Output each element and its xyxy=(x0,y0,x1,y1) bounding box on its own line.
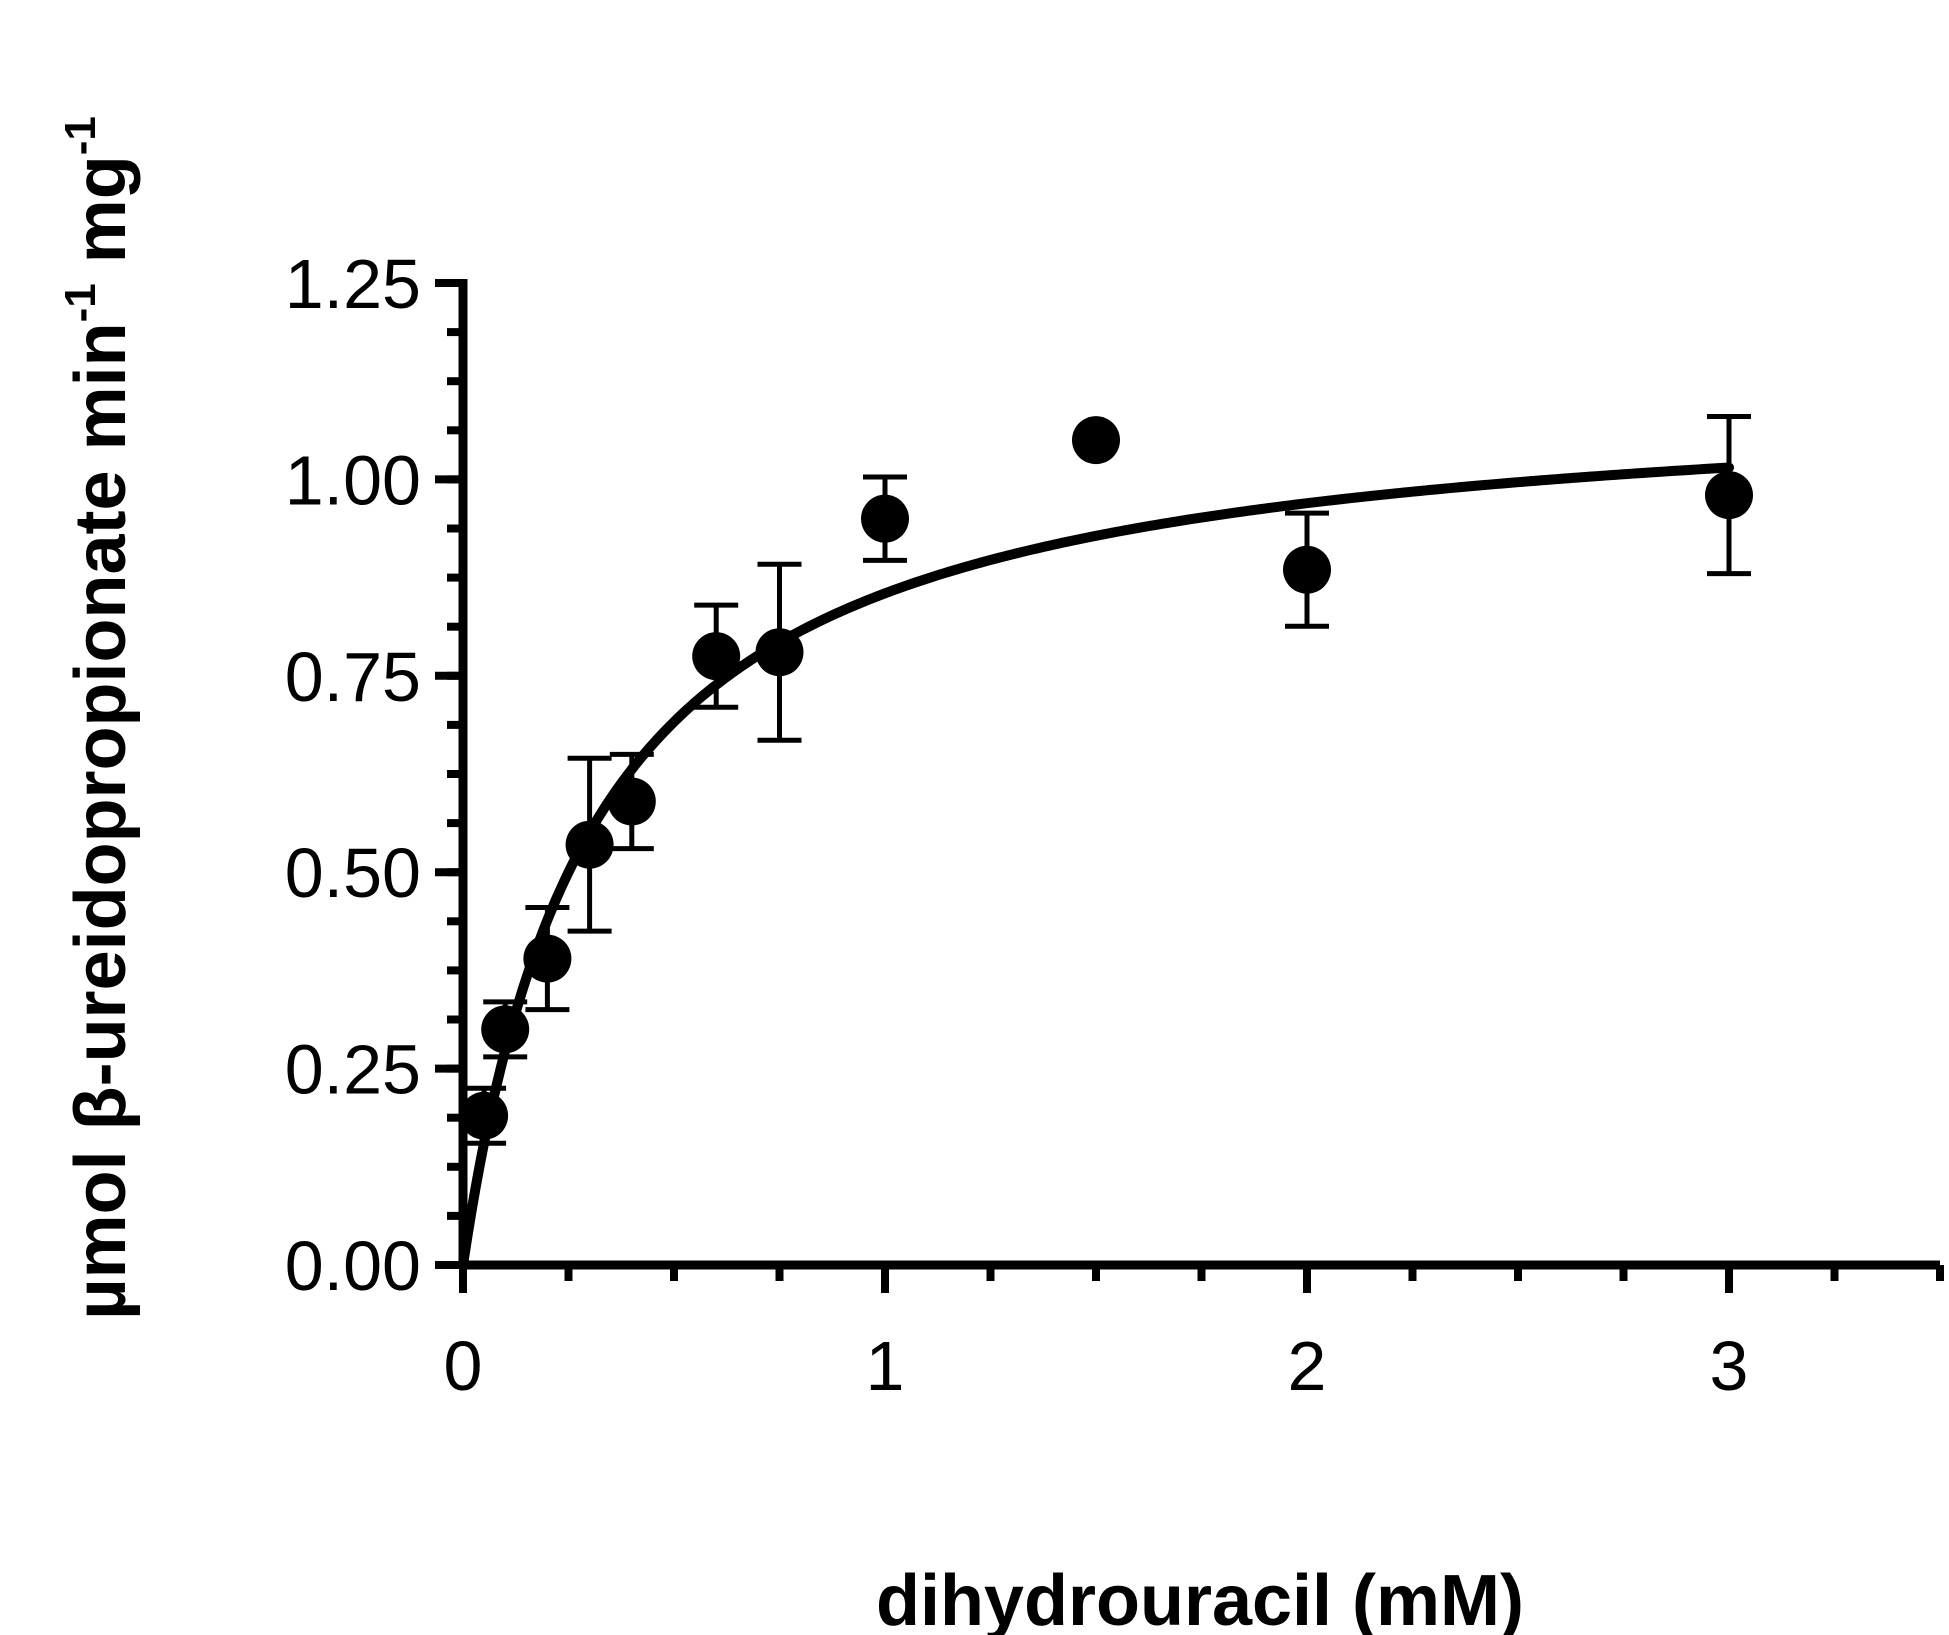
error-bars-layer xyxy=(462,414,1751,1146)
fit-curve xyxy=(458,462,1734,1270)
y-tick-label: 0.50 xyxy=(285,834,421,912)
data-point xyxy=(1072,416,1120,465)
data-points-layer xyxy=(460,416,1753,1140)
x-tick-label: 1 xyxy=(866,1327,905,1405)
y-tick-label: 0.75 xyxy=(285,638,421,716)
y-tick-label: 0.00 xyxy=(285,1227,421,1305)
y-axis-title: µmol β-ureidopropionate min-1 mg-1 xyxy=(56,116,141,1320)
y-axis-title-exp2: -1 xyxy=(56,116,105,155)
data-point xyxy=(460,1091,509,1140)
y-axis: 0.00 0.25 0.50 0.75 1.00 1.25 xyxy=(285,245,468,1305)
data-point xyxy=(523,934,572,983)
data-point xyxy=(1283,545,1331,594)
y-axis-title-main: µmol β-ureidopropionate min xyxy=(61,322,141,1319)
y-axis-title-unit2: mg xyxy=(61,155,141,283)
y-axis-title-exp1: -1 xyxy=(56,283,105,322)
x-axis: 0 1 2 3 xyxy=(444,1260,1944,1405)
x-tick-label: 0 xyxy=(444,1327,483,1405)
data-point xyxy=(755,628,804,677)
data-point xyxy=(1705,471,1753,520)
y-tick-label: 1.25 xyxy=(285,245,421,323)
y-tick-label: 0.25 xyxy=(285,1031,421,1109)
data-point xyxy=(861,494,909,543)
x-tick-label: 2 xyxy=(1288,1327,1327,1405)
data-point xyxy=(692,632,741,681)
fit-curve-layer xyxy=(458,462,1734,1270)
data-point xyxy=(481,1005,530,1054)
data-point xyxy=(607,777,656,826)
data-point xyxy=(565,820,614,869)
x-axis-title: dihydrouracil (mM) xyxy=(876,1561,1524,1635)
x-tick-label: 3 xyxy=(1710,1327,1749,1405)
y-tick-label: 1.00 xyxy=(285,441,421,519)
